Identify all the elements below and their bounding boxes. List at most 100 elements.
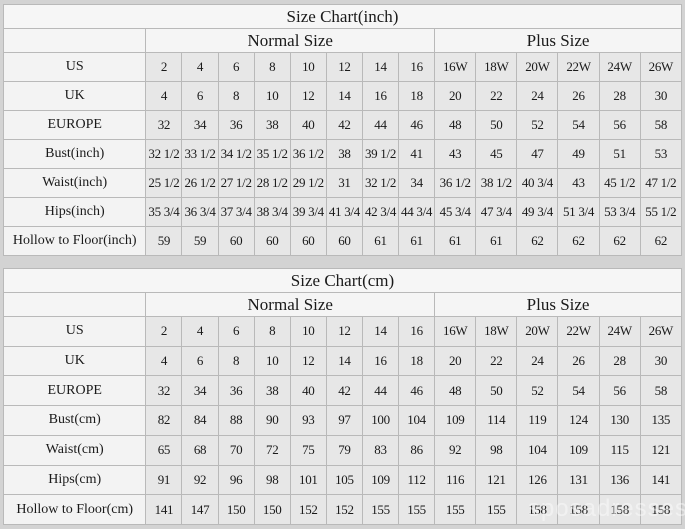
table-cell: 8: [253, 52, 291, 82]
table-cell: 119: [516, 405, 559, 436]
table-cell: 62: [639, 226, 683, 256]
table-cell: 34: [181, 110, 219, 140]
table-row: EUROPE 32 34 36 38 40 42 44 46 48 50 52 54 56 58: [2, 110, 683, 140]
table-cell: 10: [289, 316, 327, 347]
table-cell: 158: [639, 494, 683, 525]
table-cell: 60: [253, 226, 291, 256]
table-cell: 39 3/4: [289, 197, 327, 227]
table-cell: 25 1/2: [145, 168, 183, 198]
table-cell: 152: [325, 494, 363, 525]
column-group-header: Normal Size: [145, 292, 436, 317]
table-cell: 34 1/2: [217, 139, 255, 169]
table-cell: 47 1/2: [639, 168, 683, 198]
table-cell: 20W: [516, 52, 559, 82]
table-cell: 12: [325, 316, 363, 347]
table-cell: 38: [253, 375, 291, 407]
table-title-row: Size Chart(inch): [3, 4, 682, 29]
table-cell: 155: [434, 494, 477, 525]
table-cell: 55 1/2: [639, 197, 683, 227]
table-cell: 44: [361, 375, 400, 407]
table-cell: 109: [361, 464, 400, 496]
table-cell: 6: [181, 81, 219, 111]
table-cell: 4: [145, 81, 183, 111]
column-group-row: Normal Size Plus Size: [2, 28, 682, 53]
table-cell: 52: [516, 110, 559, 140]
table-cell: 54: [557, 375, 600, 407]
table-cell: 130: [598, 405, 641, 436]
table-cell: 86: [398, 434, 436, 466]
table-row: US 2 4 6 8 10 12 14 16 16W 18W 20W 22W 24W 26W: [2, 316, 683, 347]
table-cell: 39 1/2: [361, 139, 400, 169]
row-label: US: [2, 316, 147, 347]
table-cell: 38: [253, 110, 291, 140]
table-cell: 8: [217, 81, 255, 111]
table-cell: 14: [361, 316, 400, 347]
table-cell: 92: [434, 434, 477, 466]
table-cell: 20: [434, 345, 477, 377]
table-cell: 70: [217, 434, 255, 466]
table-cell: 18: [398, 81, 436, 111]
table-cell: 22W: [557, 316, 600, 347]
table-cell: 22W: [557, 52, 600, 82]
table-cell: 24W: [598, 316, 641, 347]
table-cell: 98: [253, 464, 291, 496]
table-cell: 124: [557, 405, 600, 436]
table-cell: 58: [639, 375, 683, 407]
table-cell: 32: [145, 375, 183, 407]
table-cell: 44 3/4: [398, 197, 436, 227]
table-cell: 26 1/2: [181, 168, 219, 198]
table-cell: 45: [475, 139, 518, 169]
table-cell: 16: [398, 52, 436, 82]
table-cell: 97: [325, 405, 363, 436]
table-cell: 53 3/4: [598, 197, 641, 227]
table-cell: 60: [289, 226, 327, 256]
table-cell: 35 3/4: [145, 197, 183, 227]
table-cell: 16: [398, 316, 436, 347]
table-cell: 26W: [639, 52, 683, 82]
column-group-row: Normal Size Plus Size: [2, 292, 682, 317]
table-cell: 59: [145, 226, 183, 256]
table-cell: 50: [475, 110, 518, 140]
corner-cell: [2, 28, 147, 53]
table-cell: 41 3/4: [325, 197, 363, 227]
table-cell: 109: [434, 405, 477, 436]
table-cell: 12: [289, 345, 327, 377]
table-cell: 42 3/4: [361, 197, 400, 227]
table-cell: 28 1/2: [253, 168, 291, 198]
table-cell: 38 3/4: [253, 197, 291, 227]
table-cell: 8: [217, 345, 255, 377]
table-cell: 53: [639, 139, 683, 169]
table-cell: 61: [475, 226, 518, 256]
table-cell: 42: [325, 375, 363, 407]
table-cell: 47 3/4: [475, 197, 518, 227]
row-label: Hollow to Floor(cm): [2, 494, 147, 525]
table-cell: 36: [217, 110, 255, 140]
table-cell: 98: [475, 434, 518, 466]
table-row: Bust(cm) 82 84 88 90 93 97 100 104 109 114 119 124 13…: [2, 405, 683, 436]
table-cell: 32 1/2: [361, 168, 400, 198]
table-cell: 49 3/4: [516, 197, 559, 227]
table-cell: 50: [475, 375, 518, 407]
table-cell: 40: [289, 110, 327, 140]
table-cell: 91: [145, 464, 183, 496]
table-row: Hollow to Floor(cm) 141 147 150 150 152 152 155…: [2, 494, 683, 525]
table-cell: 6: [181, 345, 219, 377]
table-cell: 34: [398, 168, 436, 198]
table-cell: 155: [398, 494, 436, 525]
table-cell: 6: [217, 316, 255, 347]
table-cell: 24: [516, 345, 559, 377]
row-label: Waist(cm): [2, 434, 147, 466]
column-group-header: Plus Size: [434, 292, 682, 317]
row-label: EUROPE: [2, 110, 147, 140]
table-cell: 4: [181, 316, 219, 347]
table-cell: 22: [475, 345, 518, 377]
table-cell: 100: [361, 405, 400, 436]
table-cell: 10: [253, 345, 291, 377]
table-cell: 147: [181, 494, 219, 525]
table-cell: 59: [181, 226, 219, 256]
column-group-header: Plus Size: [434, 28, 682, 53]
table-cell: 36 3/4: [181, 197, 219, 227]
table-row: Hips(cm) 91 92 96 98 101 105 109 112 116 121 126 131…: [2, 464, 683, 496]
table-cell: 14: [325, 345, 363, 377]
table-cell: 31: [325, 168, 363, 198]
